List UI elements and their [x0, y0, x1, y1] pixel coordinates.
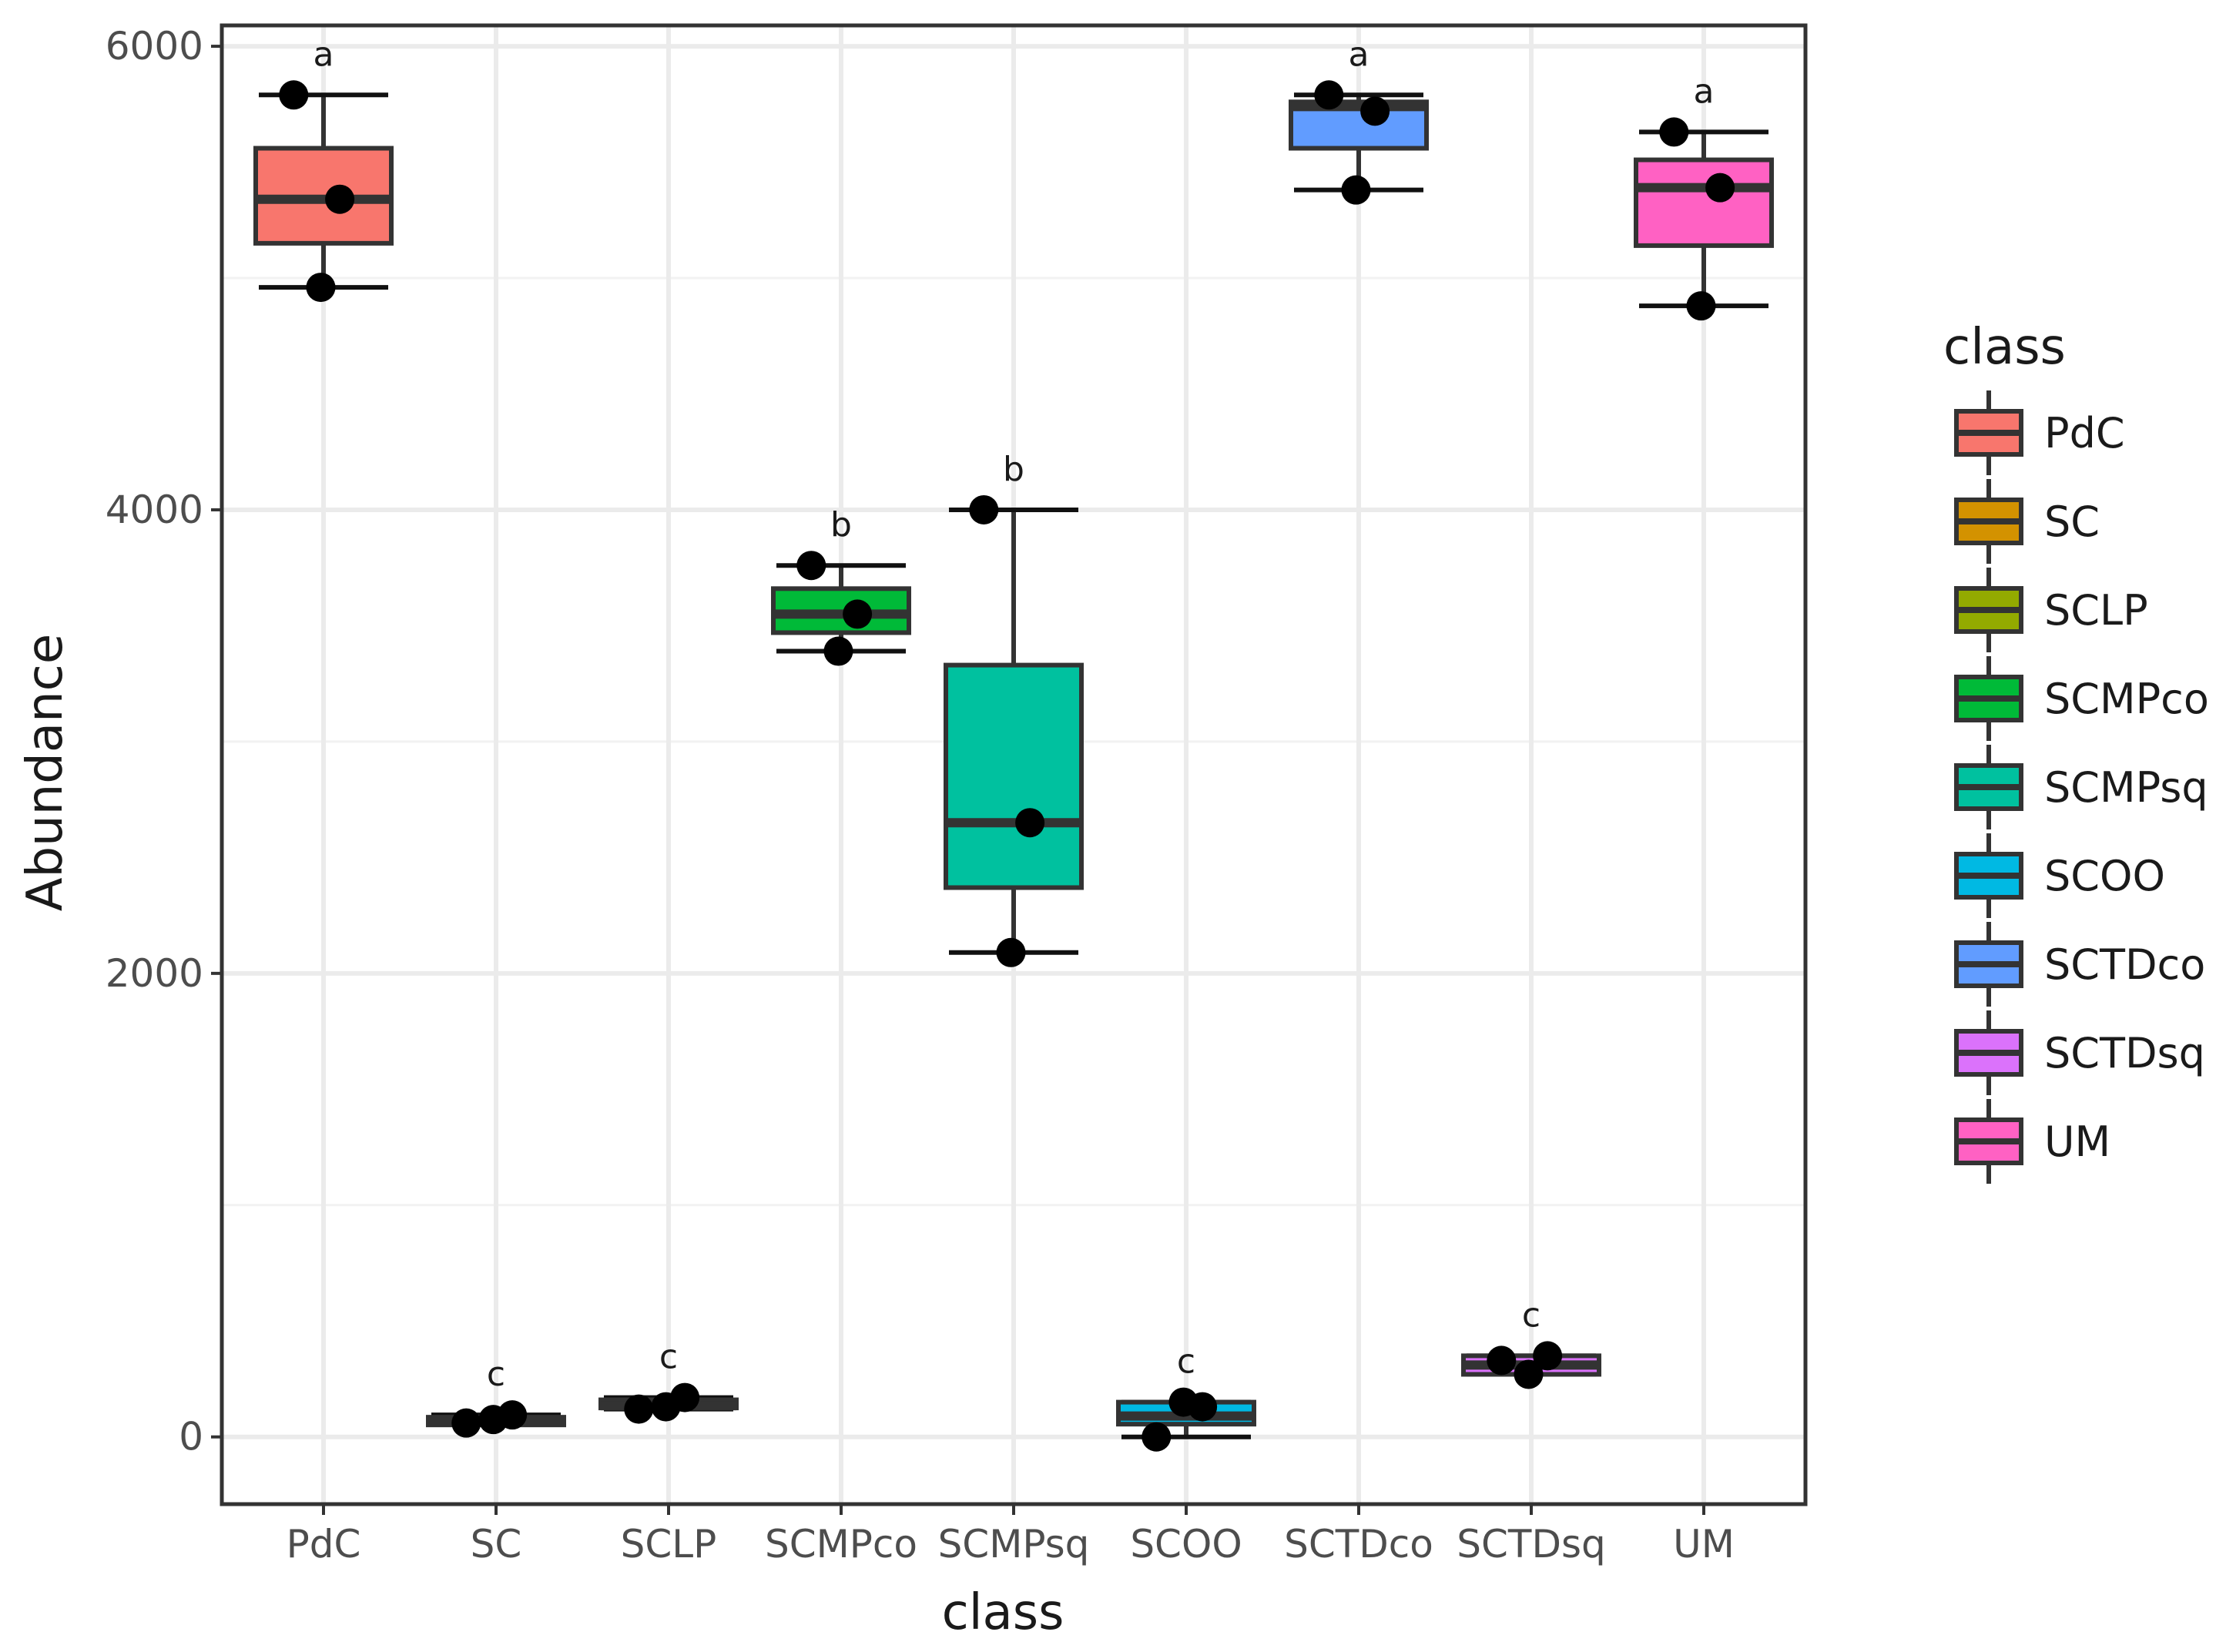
- legend-item-PdC: PdC: [1954, 390, 2125, 475]
- data-point: [1533, 1341, 1563, 1371]
- x-tick-label: SC: [471, 1522, 522, 1567]
- data-point: [1705, 173, 1735, 203]
- data-point: [279, 80, 309, 110]
- data-point: [1341, 175, 1371, 205]
- box-iqr: [944, 662, 1084, 890]
- legend-label: SCMPsq: [2044, 763, 2208, 812]
- data-point: [1686, 291, 1716, 321]
- legend-item-SCTDco: SCTDco: [1954, 922, 2205, 1007]
- box-iqr: [1634, 157, 1774, 248]
- significance-label: a: [1349, 35, 1369, 74]
- data-point: [1142, 1422, 1172, 1452]
- legend-item-SCMPco: SCMPco: [1954, 656, 2209, 741]
- data-point: [451, 1408, 481, 1438]
- box-SCLP: c: [598, 1338, 739, 1424]
- significance-label: c: [659, 1338, 678, 1377]
- legend-item-SCOO: SCOO: [1954, 833, 2165, 918]
- data-point: [306, 273, 336, 303]
- box-UM: a: [1634, 72, 1774, 321]
- data-point: [969, 494, 999, 524]
- data-point: [1487, 1345, 1517, 1376]
- data-point: [843, 599, 873, 629]
- x-tick-label: SCMPsq: [938, 1522, 1090, 1567]
- data-point: [624, 1394, 654, 1424]
- data-point: [1514, 1359, 1544, 1389]
- x-tick-label: UM: [1673, 1522, 1735, 1567]
- x-tick-label: SCMPco: [765, 1522, 917, 1567]
- data-point: [996, 937, 1026, 967]
- significance-label: b: [1003, 450, 1024, 489]
- x-axis-title: class: [942, 1584, 1064, 1641]
- data-point: [796, 551, 826, 581]
- legend-label: SCTDsq: [2044, 1029, 2205, 1077]
- legend-label: SCOO: [2044, 852, 2165, 900]
- box-PdC: a: [253, 35, 394, 303]
- legend-item-SC: SC: [1954, 479, 2100, 564]
- significance-label: a: [313, 35, 334, 74]
- data-point: [325, 184, 355, 214]
- legend-label: SCLP: [2044, 586, 2148, 635]
- legend-label: SCMPco: [2044, 675, 2209, 723]
- legend-label: SCTDco: [2044, 940, 2205, 989]
- box-SCMPsq: b: [944, 450, 1084, 967]
- y-tick-label: 4000: [106, 488, 203, 532]
- legend-item-UM: UM: [1954, 1099, 2110, 1184]
- box-SCTDco: a: [1289, 35, 1429, 205]
- box-SCOO: c: [1116, 1342, 1256, 1452]
- data-point: [1360, 96, 1390, 126]
- significance-label: b: [830, 505, 852, 545]
- box-SC: c: [426, 1355, 566, 1438]
- y-tick-label: 2000: [106, 951, 203, 996]
- legend-item-SCMPsq: SCMPsq: [1954, 745, 2208, 829]
- x-tick-label: SCTDsq: [1457, 1522, 1605, 1567]
- y-axis-title: Abundance: [17, 634, 74, 912]
- legend-title: class: [1943, 319, 2066, 376]
- legend-item-SCTDsq: SCTDsq: [1954, 1010, 2205, 1095]
- significance-label: c: [1522, 1295, 1540, 1335]
- x-tick-label: SCLP: [621, 1522, 717, 1567]
- significance-label: c: [487, 1355, 505, 1394]
- legend-item-SCLP: SCLP: [1954, 568, 2148, 652]
- box-series: a c c b b c a c a: [253, 35, 1774, 1452]
- legend-label: UM: [2044, 1118, 2110, 1166]
- legend-label: PdC: [2044, 409, 2125, 457]
- x-tick-label: PdC: [287, 1522, 361, 1567]
- data-point: [478, 1405, 508, 1435]
- significance-label: a: [1694, 72, 1715, 111]
- significance-label: c: [1177, 1342, 1195, 1382]
- data-point: [1168, 1387, 1199, 1417]
- y-tick-label: 6000: [106, 24, 203, 69]
- legend: class PdC SC SCLP SCMPco SCMPsq SCOO SCTDco SCT…: [1943, 319, 2209, 1184]
- axes: 0 2000 4000 6000 PdC SC SCLP SCMPco SCMPsq SCOO SC…: [106, 24, 1735, 1567]
- box-SCTDsq: c: [1461, 1295, 1601, 1389]
- x-tick-label: SCTDco: [1284, 1522, 1433, 1567]
- y-tick-label: 0: [179, 1415, 203, 1459]
- data-point: [1015, 808, 1045, 838]
- x-tick-label: SCOO: [1130, 1522, 1242, 1567]
- data-point: [1314, 80, 1344, 110]
- box-SCMPco: b: [771, 505, 911, 666]
- data-point: [651, 1392, 681, 1422]
- data-point: [1659, 117, 1689, 147]
- legend-label: SC: [2044, 498, 2100, 546]
- data-point: [823, 636, 853, 666]
